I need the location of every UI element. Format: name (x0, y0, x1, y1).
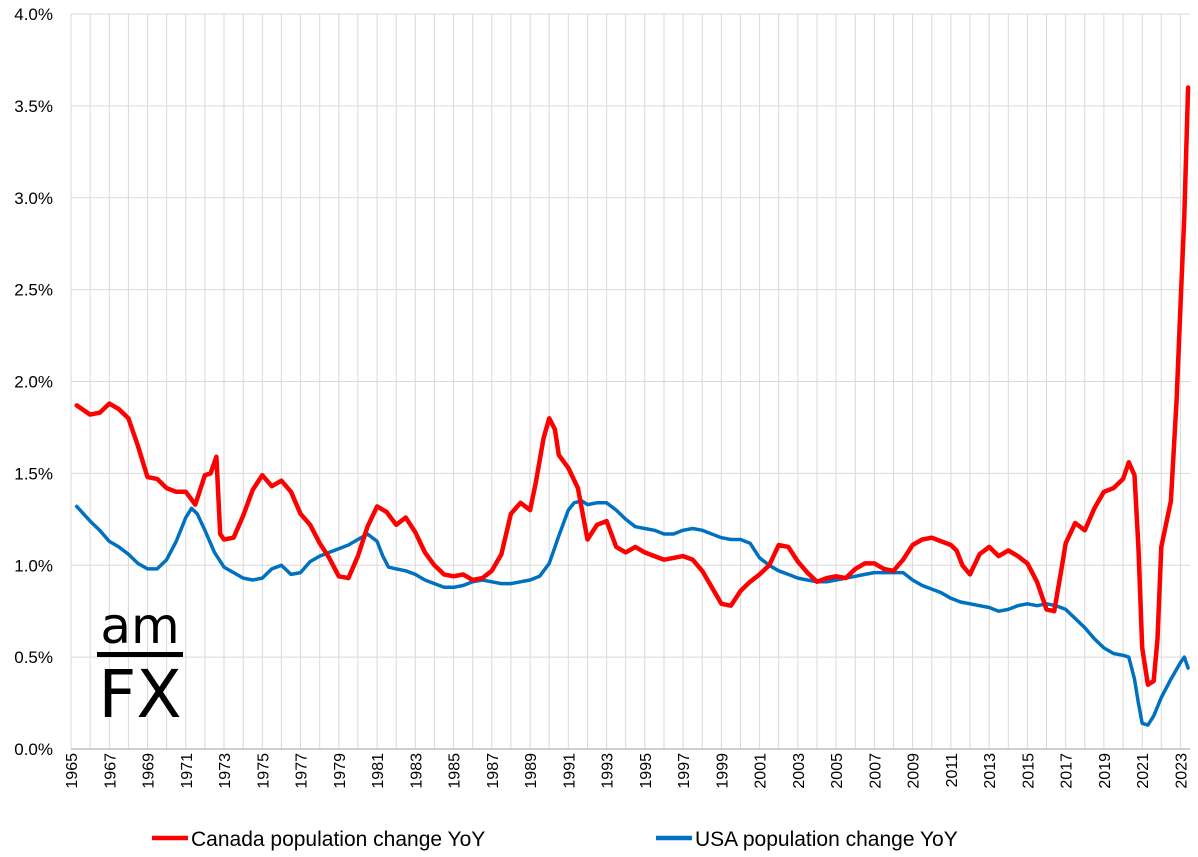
x-tick-label: 1977 (294, 753, 311, 789)
legend-label-canada: Canada population change YoY (191, 828, 485, 851)
legend-item-usa: USA population change YoY (656, 828, 958, 851)
x-tick-label: 1985 (447, 753, 464, 789)
x-tick-label: 1989 (523, 753, 540, 789)
x-tick-label: 1999 (714, 753, 731, 789)
y-tick-label: 3.0% (14, 189, 53, 208)
y-tick-label: 3.5% (14, 97, 53, 116)
x-tick-label: 2021 (1135, 753, 1152, 789)
x-tick-label: 1983 (408, 753, 425, 789)
x-tick-label: 2019 (1097, 753, 1114, 789)
x-tick-label: 2005 (829, 753, 846, 789)
y-tick-label: 1.5% (14, 464, 53, 483)
x-tick-label: 1969 (141, 753, 158, 789)
x-tick-label: 1993 (600, 753, 617, 789)
x-tick-label: 2017 (1059, 753, 1076, 789)
y-tick-label: 0.5% (14, 648, 53, 667)
x-axis-tick-labels: 1965 1967 1969 1971 1973 1975 1977 1979 1981 1983… (64, 753, 1190, 789)
x-tick-label: 1991 (561, 753, 578, 789)
x-tick-label: 1997 (676, 753, 693, 789)
logo-top-text: am (100, 597, 179, 655)
y-axis-tick-labels: 0.0% 0.5% 1.0% 1.5% 2.0% 2.5% 3.0% 3.5% 4.0% (14, 5, 53, 759)
y-tick-label: 0.0% (14, 740, 53, 759)
x-tick-label: 1987 (485, 753, 502, 789)
horizontal-gridlines (71, 13, 1190, 750)
x-tick-label: 1981 (370, 753, 387, 789)
x-tick-label: 2011 (944, 753, 961, 788)
x-tick-label: 2015 (1020, 753, 1037, 789)
x-tick-label: 2003 (791, 753, 808, 789)
x-tick-label: 1967 (102, 753, 119, 789)
amfx-logo: am FX (97, 597, 183, 733)
logo-bottom-text: FX (98, 656, 181, 733)
series-lines (74, 85, 1191, 727)
y-tick-label: 1.0% (14, 556, 53, 575)
x-tick-label: 1979 (332, 753, 349, 789)
series-line-canada (74, 499, 1190, 727)
x-tick-label: 2001 (753, 753, 770, 789)
x-tick-label: 1971 (179, 753, 196, 789)
logo-divider (97, 652, 183, 657)
x-tick-label: 2007 (867, 753, 884, 789)
series-line-usa (74, 85, 1191, 687)
x-tick-label: 1973 (217, 753, 234, 789)
legend-label-usa: USA population change YoY (695, 828, 958, 851)
legend-item-canada: Canada population change YoY (152, 828, 485, 851)
x-tick-label: 2023 (1173, 753, 1190, 789)
x-tick-label: 1995 (638, 753, 655, 789)
x-tick-label: 2013 (982, 753, 999, 789)
y-tick-label: 2.5% (14, 281, 53, 300)
x-tick-label: 1975 (255, 753, 272, 789)
legend: Canada population change YoY USA populat… (152, 828, 958, 851)
x-tick-label: 1965 (64, 753, 81, 789)
x-tick-label: 2009 (906, 753, 923, 789)
y-tick-label: 4.0% (14, 5, 53, 24)
y-tick-label: 2.0% (14, 373, 53, 392)
